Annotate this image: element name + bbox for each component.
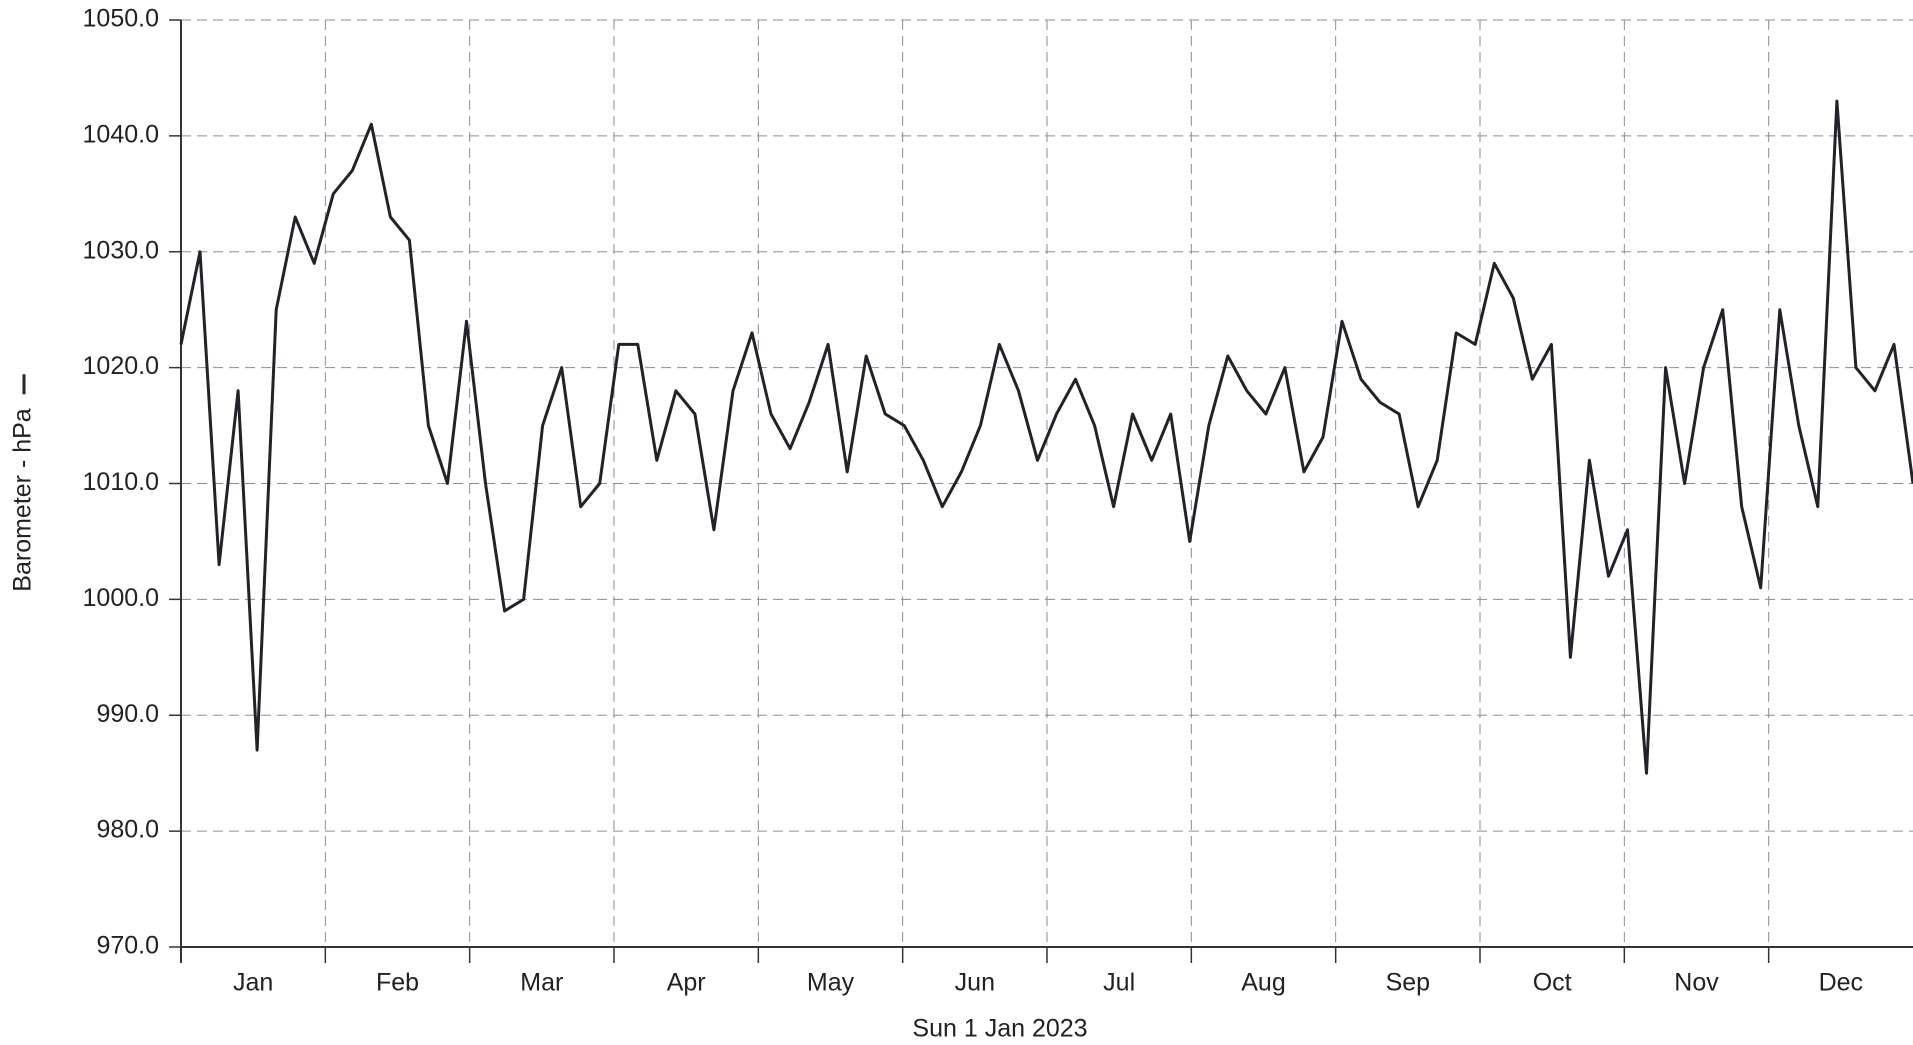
- x-tick-label: Apr: [667, 969, 706, 997]
- x-tick-label: Dec: [1819, 969, 1863, 997]
- y-tick-label: 1020.0: [83, 352, 159, 380]
- x-tick-label: Aug: [1241, 969, 1285, 997]
- y-axis-label: Barometer - hPa: [9, 408, 37, 592]
- y-tick-label: 1040.0: [83, 120, 159, 148]
- y-tick-label: 990.0: [96, 700, 159, 728]
- y-tick-label: 980.0: [96, 816, 159, 844]
- x-tick-label: May: [807, 969, 855, 997]
- x-tick-label: Sep: [1386, 969, 1430, 997]
- x-tick-label: Jul: [1103, 969, 1135, 997]
- y-tick-label: 1010.0: [83, 468, 159, 496]
- y-tick-label: 1050.0: [83, 5, 159, 33]
- x-axis-label: Sun 1 Jan 2023: [912, 1015, 1087, 1043]
- y-tick-label: 970.0: [96, 932, 159, 960]
- x-tick-label: Oct: [1533, 969, 1572, 997]
- data-line: [179, 99, 1913, 775]
- x-tick-label: Nov: [1674, 969, 1719, 997]
- x-tick-label: Jun: [955, 969, 995, 997]
- y-tick-label: 1000.0: [83, 584, 159, 612]
- x-tick-label: Jan: [233, 969, 273, 997]
- y-tick-label: 1030.0: [83, 236, 159, 264]
- x-tick-label: Mar: [520, 969, 563, 997]
- x-tick-label: Feb: [376, 969, 419, 997]
